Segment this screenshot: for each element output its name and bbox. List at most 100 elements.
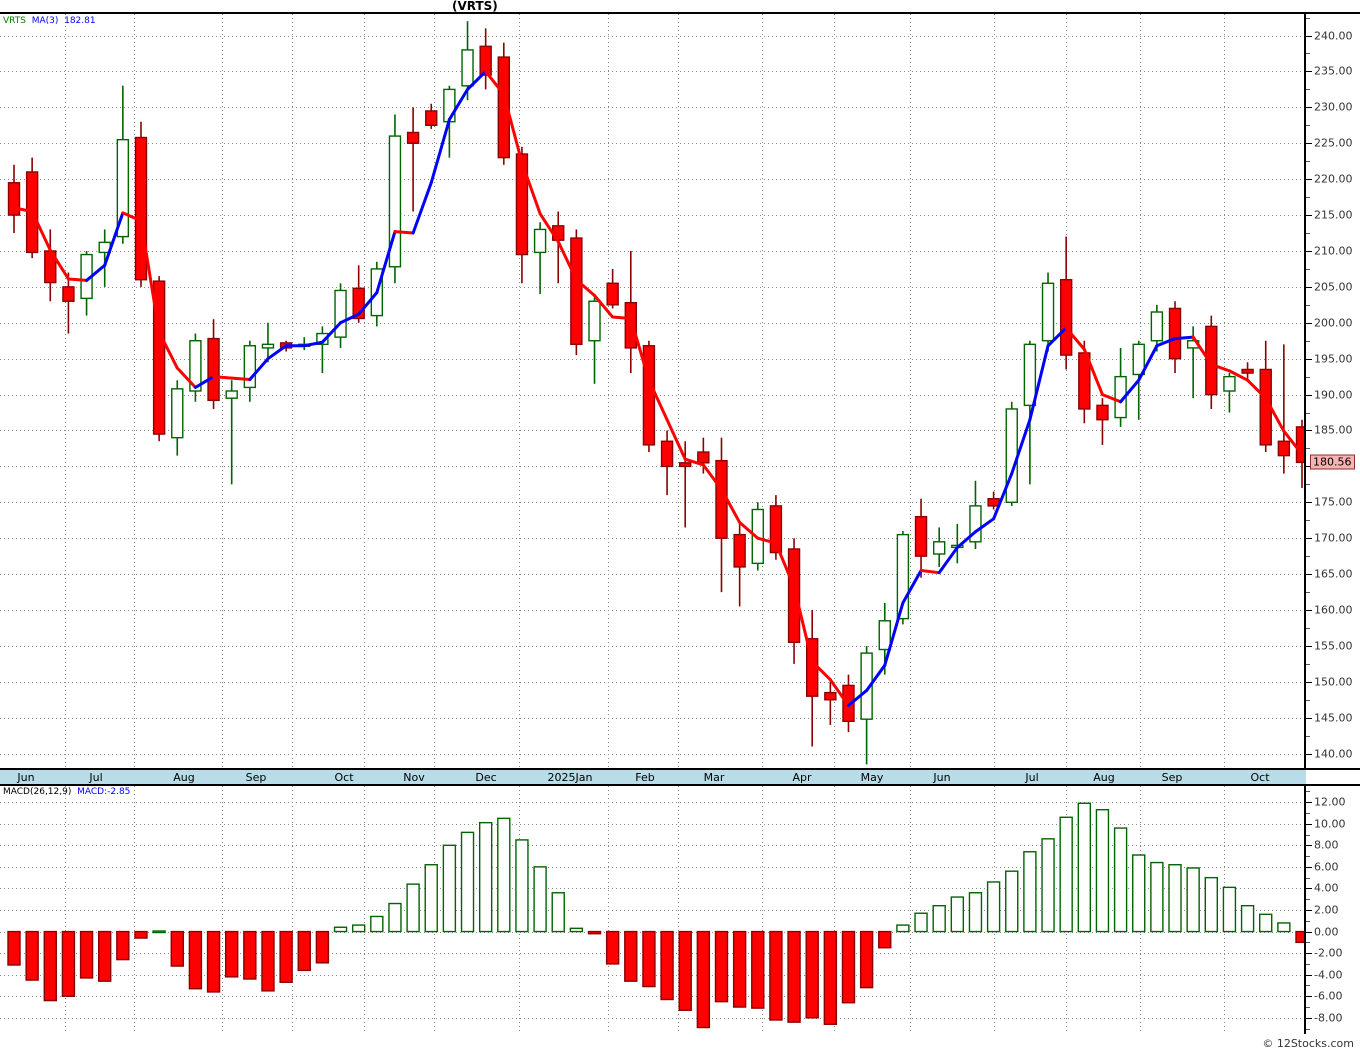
macd-axis-minor-tick — [1306, 963, 1310, 965]
y-axis-tick — [1306, 322, 1312, 324]
y-axis-minor-tick — [1306, 376, 1310, 378]
last-price-badge: 180.56 — [1310, 454, 1355, 470]
macd-axis-label: 2.00 — [1314, 903, 1339, 917]
price-panel: VRTS MA(3) 182.81 240.00 235.00 230.00 225.… — [0, 14, 1360, 768]
y-axis-label: 185.00 — [1314, 423, 1353, 437]
y-axis-minor-tick — [1306, 627, 1310, 629]
y-axis-minor-tick — [1306, 484, 1310, 486]
y-axis-minor-tick — [1306, 556, 1310, 558]
y-axis-tick — [1306, 179, 1312, 181]
macd-axis-tick — [1306, 953, 1312, 955]
y-axis-label: 170.00 — [1314, 531, 1353, 545]
macd-panel: MACD(26,12,9) MACD:-2.85 12.00 10.00 8.00 6… — [0, 786, 1360, 1034]
y-axis-label: 195.00 — [1314, 352, 1353, 366]
y-axis-minor-tick — [1306, 592, 1310, 594]
price-plot-area[interactable]: VRTS MA(3) 182.81 — [0, 14, 1306, 768]
y-axis-minor-tick — [1306, 268, 1310, 270]
macd-axis-label: -4.00 — [1314, 968, 1343, 982]
macd-axis-label: 4.00 — [1314, 881, 1339, 895]
macd-axis-minor-tick — [1306, 899, 1310, 901]
macd-histogram-svg — [0, 786, 1304, 1034]
y-axis-minor-tick — [1306, 53, 1310, 55]
y-axis-tick — [1306, 394, 1312, 396]
y-axis-tick — [1306, 430, 1312, 432]
legend-macd-label: MACD(26,12,9) — [3, 787, 72, 797]
x-axis-top-filler — [1306, 768, 1360, 786]
macd-axis-label: 12.00 — [1314, 795, 1346, 809]
y-axis-minor-tick — [1306, 520, 1310, 522]
macd-axis-minor-tick — [1306, 834, 1310, 836]
macd-axis-minor-tick — [1306, 856, 1310, 858]
legend-macd-value: MACD:-2.85 — [77, 787, 131, 797]
macd-axis-minor-tick — [1306, 877, 1310, 879]
y-axis-minor-tick — [1306, 197, 1310, 199]
macd-axis-minor-tick — [1306, 1007, 1310, 1009]
y-axis-tick — [1306, 574, 1312, 576]
y-axis-label: 230.00 — [1314, 100, 1353, 114]
x-axis-label: 2025Jan — [547, 771, 593, 784]
y-axis-label: 160.00 — [1314, 603, 1353, 617]
macd-axis-tick — [1306, 996, 1312, 998]
y-axis-tick — [1306, 215, 1312, 217]
macd-axis-tick — [1306, 823, 1312, 825]
x-axis-label: Dec — [475, 771, 497, 784]
y-axis-tick — [1306, 502, 1312, 504]
x-axis-label: Jul — [89, 771, 103, 784]
y-axis-label: 210.00 — [1314, 244, 1353, 258]
price-y-axis: 240.00 235.00 230.00 225.00 220.00 215.00 210.… — [1306, 14, 1360, 768]
macd-axis-label: 8.00 — [1314, 838, 1339, 852]
macd-axis-tick — [1306, 802, 1312, 804]
y-axis-tick — [1306, 143, 1312, 145]
price-candlestick-svg — [0, 14, 1304, 768]
legend-ma-label: MA(3) — [31, 16, 59, 26]
y-axis-tick — [1306, 107, 1312, 109]
y-axis-label: 220.00 — [1314, 172, 1353, 186]
y-axis-tick — [1306, 358, 1312, 360]
y-axis-minor-tick — [1306, 340, 1310, 342]
x-axis-label: Aug — [1093, 771, 1115, 784]
macd-axis-label: -8.00 — [1314, 1011, 1343, 1025]
macd-axis-minor-tick — [1306, 812, 1310, 814]
footer: © 12Stocks.com — [0, 1034, 1360, 1056]
y-axis-label: 215.00 — [1314, 208, 1353, 222]
x-axis-label: Sep — [1161, 771, 1183, 784]
y-axis-label: 190.00 — [1314, 388, 1353, 402]
legend-symbol: VRTS — [3, 16, 26, 26]
macd-y-axis: 12.00 10.00 8.00 6.00 4.00 2.00 0.00 -2.00 -4.00… — [1306, 786, 1360, 1034]
macd-plot-area[interactable]: MACD(26,12,9) MACD:-2.85 — [0, 786, 1306, 1034]
x-axis-label: Mar — [703, 771, 725, 784]
y-axis-tick — [1306, 71, 1312, 73]
x-axis-label: Oct — [334, 771, 354, 784]
y-axis-tick — [1306, 645, 1312, 647]
x-axis-label: Jul — [1025, 771, 1039, 784]
macd-axis-tick — [1306, 888, 1312, 890]
macd-axis-tick — [1306, 845, 1312, 847]
y-axis-tick — [1306, 538, 1312, 540]
macd-axis-label: 6.00 — [1314, 860, 1339, 874]
macd-axis-tick — [1306, 931, 1312, 933]
macd-axis-tick — [1306, 910, 1312, 911]
y-axis-minor-tick — [1306, 663, 1310, 665]
macd-axis-minor-tick — [1306, 791, 1310, 793]
x-axis-label: Jun — [933, 771, 951, 784]
y-axis-label: 155.00 — [1314, 639, 1353, 653]
macd-legend: MACD(26,12,9) MACD:-2.85 — [3, 787, 130, 798]
x-axis-label: Nov — [403, 771, 425, 784]
y-axis-label: 235.00 — [1314, 64, 1353, 78]
y-axis-label: 145.00 — [1314, 711, 1353, 725]
legend-ma-value: 182.81 — [64, 16, 96, 26]
macd-axis-label: 10.00 — [1314, 817, 1346, 831]
y-axis-tick — [1306, 610, 1312, 612]
x-axis-label: Jun — [17, 771, 35, 784]
y-axis-minor-tick — [1306, 699, 1310, 701]
macd-axis-tick — [1306, 974, 1312, 976]
title-bar: (VRTS) — [0, 0, 1360, 14]
y-axis-minor-tick — [1306, 233, 1310, 235]
y-axis-minor-tick — [1306, 735, 1310, 737]
y-axis-label: 150.00 — [1314, 675, 1353, 689]
y-axis-minor-tick — [1306, 161, 1310, 163]
y-axis-label: 175.00 — [1314, 495, 1353, 509]
price-legend: VRTS MA(3) 182.81 — [3, 16, 96, 27]
macd-axis-tick — [1306, 866, 1312, 868]
